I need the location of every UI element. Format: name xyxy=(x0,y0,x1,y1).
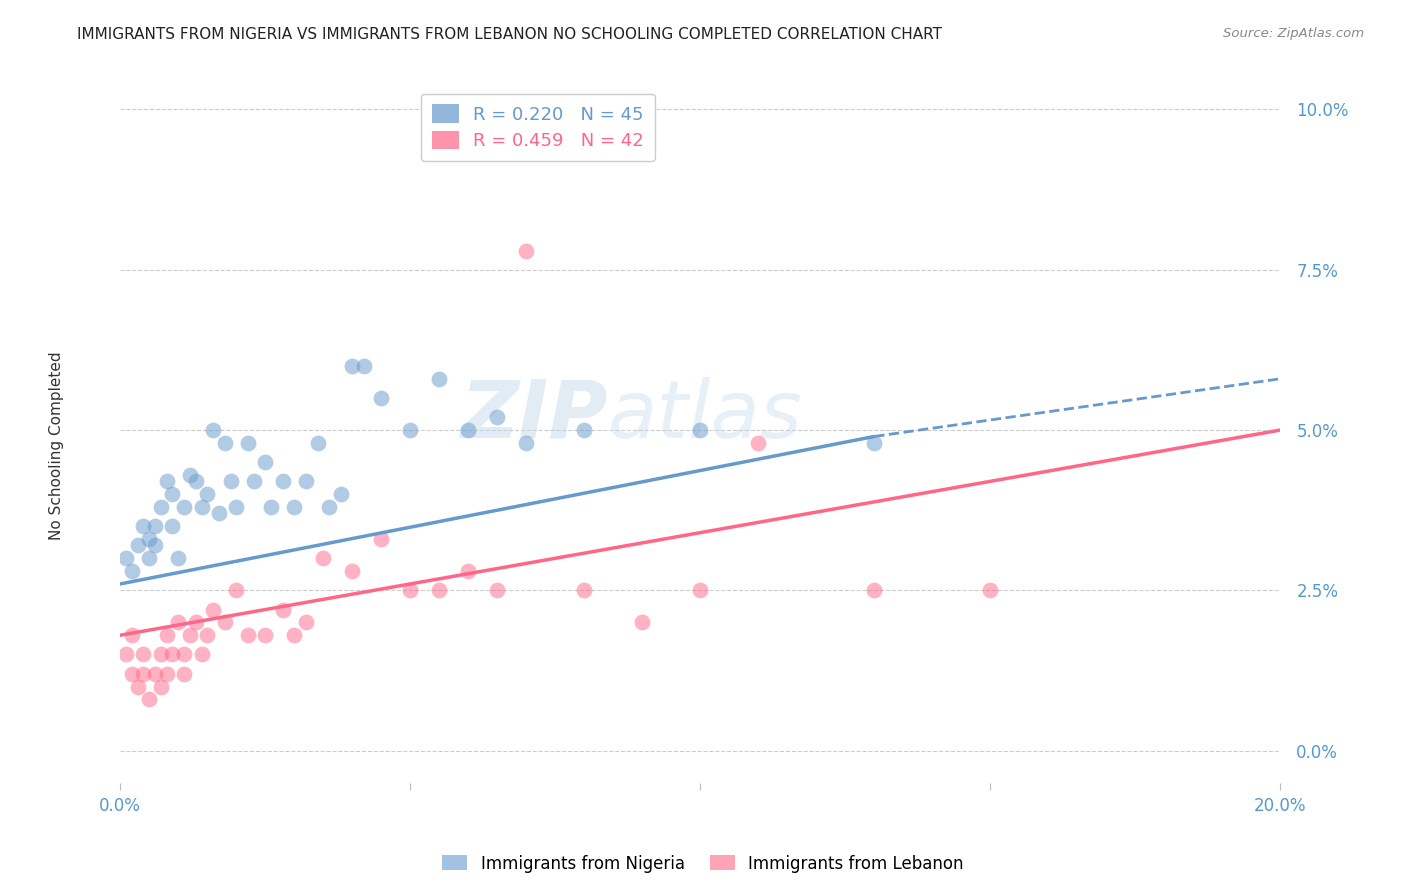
Point xyxy=(631,135,654,149)
Point xyxy=(149,680,172,694)
Point xyxy=(156,666,179,681)
Point xyxy=(689,583,711,598)
Point xyxy=(208,507,231,521)
Point xyxy=(283,500,305,514)
Point xyxy=(427,583,450,598)
Point xyxy=(486,410,509,425)
Point xyxy=(138,551,160,566)
Point xyxy=(121,666,143,681)
Point xyxy=(184,615,207,630)
Point xyxy=(260,500,283,514)
Point xyxy=(214,435,236,450)
Point xyxy=(863,583,886,598)
Point xyxy=(162,487,184,501)
Text: Source: ZipAtlas.com: Source: ZipAtlas.com xyxy=(1223,27,1364,40)
Point xyxy=(283,628,305,642)
Point xyxy=(225,583,247,598)
Point xyxy=(162,648,184,662)
Point xyxy=(312,551,335,566)
Point xyxy=(515,435,537,450)
Point xyxy=(689,423,711,437)
Point xyxy=(236,628,259,642)
Point xyxy=(173,648,195,662)
Point xyxy=(167,551,190,566)
Point xyxy=(127,538,149,552)
Point xyxy=(138,692,160,706)
Point xyxy=(486,583,509,598)
Point xyxy=(370,532,392,546)
Point xyxy=(863,435,886,450)
Point xyxy=(399,583,422,598)
Point xyxy=(173,666,195,681)
Point xyxy=(179,467,201,482)
Point xyxy=(307,435,329,450)
Text: No Schooling Completed: No Schooling Completed xyxy=(49,351,63,541)
Point xyxy=(225,500,247,514)
Point xyxy=(138,532,160,546)
Point xyxy=(149,648,172,662)
Point xyxy=(271,602,294,616)
Point xyxy=(457,423,479,437)
Point xyxy=(202,602,225,616)
Point xyxy=(115,648,138,662)
Point xyxy=(195,487,218,501)
Point xyxy=(132,519,155,533)
Point xyxy=(515,244,537,258)
Point xyxy=(295,615,318,630)
Point xyxy=(254,455,277,469)
Point xyxy=(127,680,149,694)
Point xyxy=(149,500,172,514)
Point xyxy=(121,628,143,642)
Point xyxy=(399,423,422,437)
Point xyxy=(457,564,479,578)
Point xyxy=(143,519,166,533)
Point xyxy=(143,666,166,681)
Point xyxy=(271,475,294,489)
Point xyxy=(979,583,1001,598)
Point xyxy=(318,500,340,514)
Point xyxy=(162,519,184,533)
Point xyxy=(219,475,242,489)
Point xyxy=(370,391,392,405)
Point xyxy=(156,628,179,642)
Point xyxy=(254,628,277,642)
Point xyxy=(631,615,654,630)
Text: IMMIGRANTS FROM NIGERIA VS IMMIGRANTS FROM LEBANON NO SCHOOLING COMPLETED CORREL: IMMIGRANTS FROM NIGERIA VS IMMIGRANTS FR… xyxy=(77,27,942,42)
Point xyxy=(156,475,179,489)
Point xyxy=(173,500,195,514)
Point xyxy=(190,500,212,514)
Text: atlas: atlas xyxy=(607,377,803,455)
Point xyxy=(132,648,155,662)
Point xyxy=(132,666,155,681)
Point xyxy=(295,475,318,489)
Point xyxy=(574,583,596,598)
Point xyxy=(195,628,218,642)
Point xyxy=(342,564,364,578)
Point xyxy=(574,423,596,437)
Point xyxy=(236,435,259,450)
Legend: R = 0.220   N = 45, R = 0.459   N = 42: R = 0.220 N = 45, R = 0.459 N = 42 xyxy=(420,94,655,161)
Legend: Immigrants from Nigeria, Immigrants from Lebanon: Immigrants from Nigeria, Immigrants from… xyxy=(436,848,970,880)
Point xyxy=(353,359,375,373)
Point xyxy=(143,538,166,552)
Point xyxy=(329,487,352,501)
Point xyxy=(184,475,207,489)
Point xyxy=(190,648,212,662)
Point xyxy=(214,615,236,630)
Point xyxy=(747,435,769,450)
Point xyxy=(342,359,364,373)
Point xyxy=(427,372,450,386)
Point xyxy=(179,628,201,642)
Point xyxy=(167,615,190,630)
Point xyxy=(115,551,138,566)
Point xyxy=(202,423,225,437)
Point xyxy=(242,475,264,489)
Point xyxy=(121,564,143,578)
Text: ZIP: ZIP xyxy=(460,377,607,455)
